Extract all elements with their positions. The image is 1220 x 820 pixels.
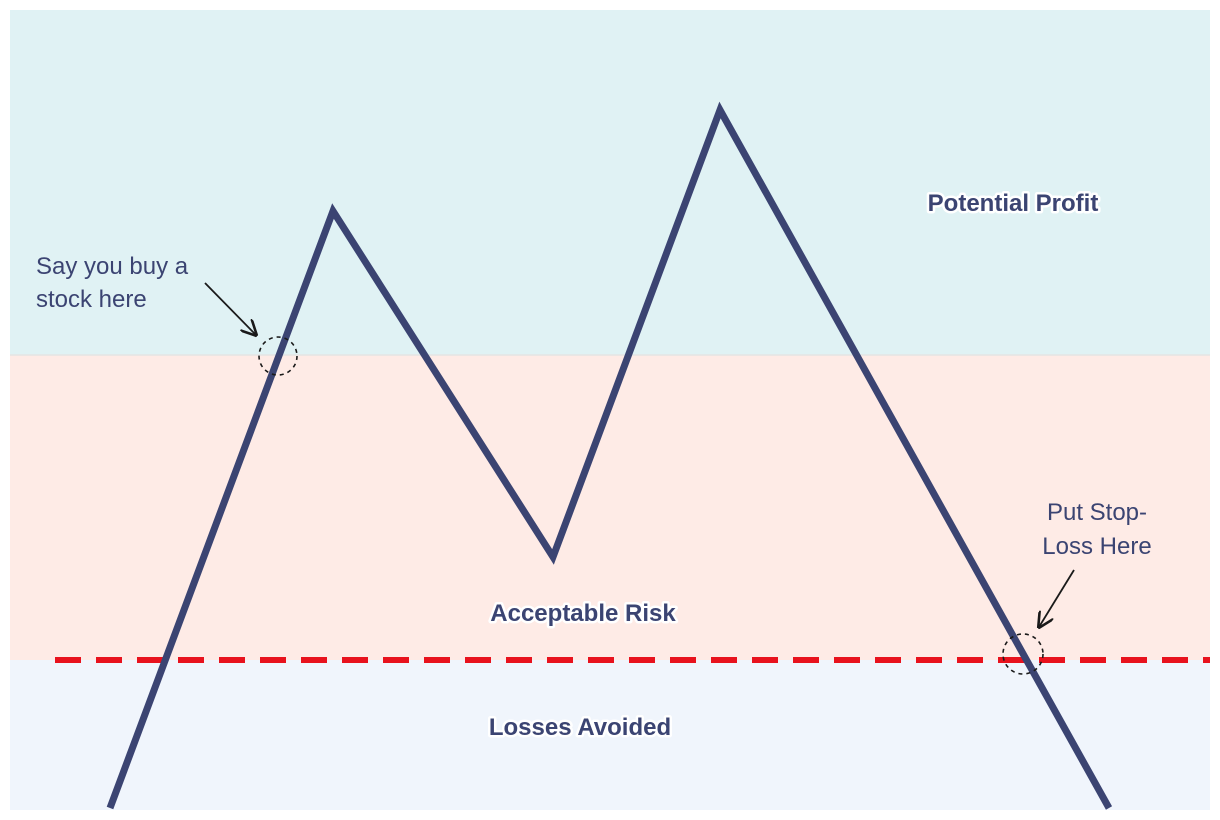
buy-note-line-1: Say you buy a: [36, 253, 189, 280]
potential-profit-label: Potential Profit: [928, 190, 1099, 217]
buy-point-marker: [258, 336, 298, 376]
losses-avoided-zone: [10, 660, 1210, 810]
stop-loss-point-marker: [1002, 633, 1044, 675]
potential-profit-zone: [10, 10, 1210, 355]
stop-loss-note-line-1: Put Stop-: [1047, 499, 1147, 526]
stop-loss-arrow: [1039, 569, 1075, 627]
acceptable-risk-label: Acceptable Risk: [490, 600, 676, 627]
buy-note-line-2: stock here: [36, 286, 147, 313]
price-line: [106, 101, 1113, 810]
stop-loss-note-line-2: Loss Here: [1042, 533, 1151, 560]
buy-arrow: [204, 282, 256, 335]
losses-avoided-label: Losses Avoided: [489, 714, 671, 741]
